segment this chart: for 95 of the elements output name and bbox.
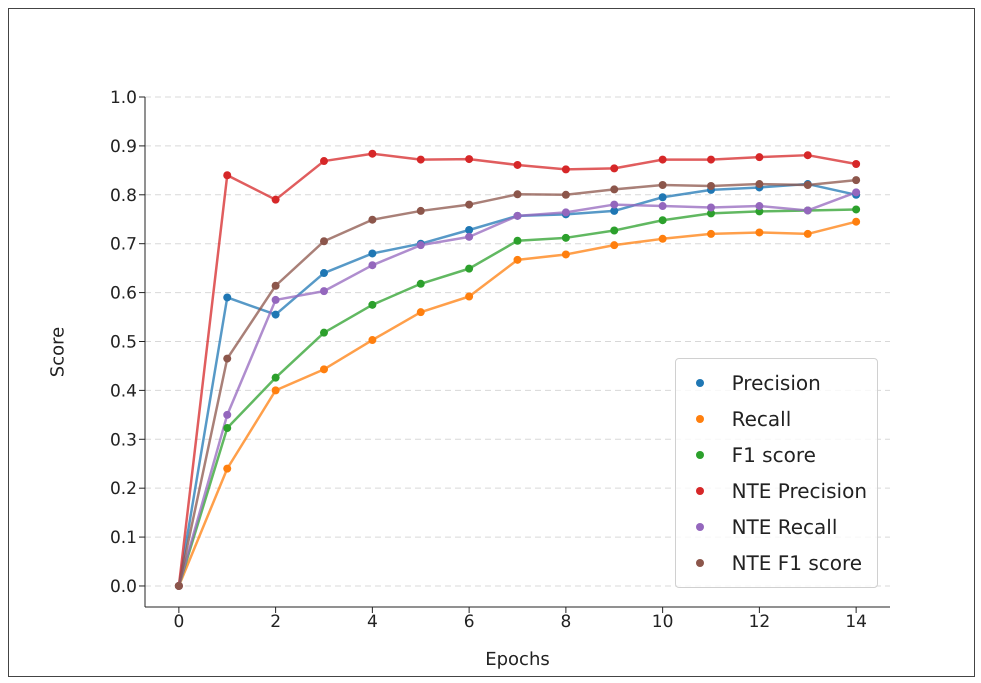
point [562, 250, 570, 258]
point [272, 310, 280, 319]
point [272, 374, 280, 382]
point [610, 185, 618, 194]
point [465, 264, 474, 273]
legend-label: Recall [732, 407, 792, 431]
point [465, 292, 474, 300]
point [416, 308, 425, 316]
point [223, 354, 232, 363]
point [368, 300, 376, 309]
x-tick-label: 12 [748, 612, 770, 632]
point [368, 249, 376, 258]
x-tick-label: 0 [173, 612, 184, 632]
point [465, 232, 474, 241]
point [320, 157, 328, 166]
point [416, 280, 425, 288]
point [465, 155, 474, 164]
point [514, 190, 522, 198]
point [562, 165, 570, 174]
legend-label: NTE Recall [732, 515, 838, 539]
x-axis-title: Epochs [485, 649, 550, 670]
point [755, 202, 764, 210]
y-tick-label: 0.6 [110, 284, 137, 304]
point [804, 230, 812, 238]
point [658, 202, 667, 210]
point [658, 193, 667, 202]
point [320, 237, 328, 246]
point [852, 188, 860, 196]
point [852, 160, 860, 168]
point [658, 234, 667, 243]
y-tick-label: 0.7 [110, 234, 137, 255]
point [852, 176, 860, 184]
legend-label: F1 score [732, 443, 816, 467]
y-axis-title: Score [47, 326, 68, 378]
point [416, 206, 425, 215]
y-tick-label: 0.1 [110, 528, 137, 548]
point [320, 269, 328, 278]
y-tick-label: 0.9 [110, 136, 137, 157]
point [368, 150, 376, 158]
point [658, 181, 667, 190]
y-tick-label: 0.2 [110, 479, 137, 500]
legend-label: NTE F1 score [732, 551, 862, 575]
x-tick-label: 4 [366, 612, 378, 632]
point [755, 153, 764, 162]
point [368, 336, 376, 344]
point [755, 228, 764, 236]
point [272, 282, 280, 290]
point [514, 236, 522, 245]
point [514, 160, 522, 169]
point [272, 386, 280, 394]
point [610, 200, 618, 209]
point [223, 464, 232, 473]
point [320, 328, 328, 337]
point [223, 424, 232, 432]
point [755, 180, 764, 188]
x-tick-label: 2 [270, 612, 282, 632]
point [707, 156, 716, 164]
point [610, 164, 618, 172]
point [562, 190, 570, 199]
point [223, 171, 232, 180]
point [707, 204, 716, 212]
point [272, 196, 280, 204]
point [610, 226, 618, 234]
y-tick-label: 1.0 [110, 88, 137, 108]
point [658, 216, 667, 224]
y-tick-label: 0.0 [110, 577, 137, 598]
y-tick-label: 0.8 [110, 186, 137, 206]
point [416, 156, 425, 164]
x-tick-label: 8 [560, 612, 572, 632]
y-tick-label: 0.4 [110, 381, 137, 402]
point [465, 200, 474, 209]
point [272, 296, 280, 304]
point [562, 234, 570, 242]
point [707, 230, 716, 238]
point [320, 287, 328, 296]
point [223, 410, 232, 419]
y-tick-label: 0.5 [110, 332, 137, 353]
point [804, 151, 812, 160]
x-tick-label: 10 [652, 612, 674, 632]
point [852, 218, 860, 226]
point [514, 256, 522, 264]
legend-label: Precision [732, 371, 821, 395]
point [223, 293, 232, 302]
y-tick-label: 0.3 [110, 430, 137, 450]
point [465, 226, 474, 234]
point [852, 205, 860, 214]
point [368, 261, 376, 270]
point [368, 216, 376, 224]
point [707, 182, 716, 190]
point [320, 365, 328, 374]
legend-label: NTE Precision [732, 479, 867, 503]
x-tick-label: 6 [464, 612, 475, 632]
point [658, 156, 667, 164]
point [610, 241, 618, 250]
x-tick-label: 14 [845, 612, 867, 632]
